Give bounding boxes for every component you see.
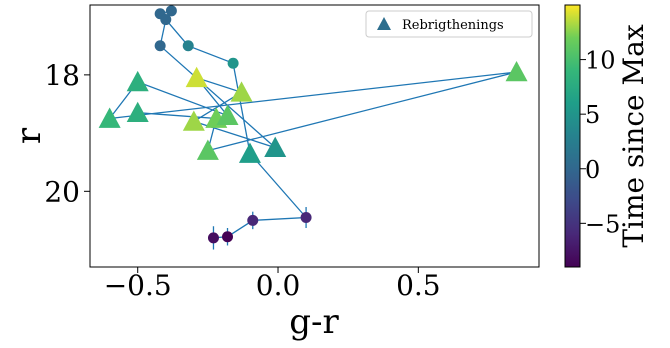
triangle-point-0 [238, 142, 261, 163]
triangle-point-3 [505, 60, 528, 82]
plot-frame [89, 4, 540, 268]
colorbar-tick-label-3: 10 [585, 47, 616, 75]
circle-point-7 [154, 40, 166, 52]
circle-point-6 [160, 14, 172, 26]
circle-point-4 [165, 5, 177, 17]
y-tick-label-0: 18 [44, 59, 80, 92]
colorbar-gradient [564, 4, 581, 268]
circle-point-0 [300, 212, 312, 224]
triangle-point-1 [264, 136, 287, 157]
triangle-point-6 [126, 101, 149, 123]
triangle-point-7 [185, 66, 208, 88]
legend-label: Rebrigthenings [402, 18, 504, 33]
x-tick-label-1: 0.0 [256, 269, 301, 302]
colorbar: −5 0 5 10 Time since Max [564, 4, 650, 268]
triangle-point-4 [98, 107, 121, 128]
circle-point-3 [207, 232, 219, 244]
legend: Rebrigthenings [365, 10, 533, 38]
colorbar-tick-label-1: 0 [585, 156, 600, 184]
plot-area [98, 5, 528, 250]
x-tick-label-0: −0.5 [104, 269, 172, 302]
colorbar-ticks: −5 0 5 10 [580, 47, 620, 238]
x-axis-label: g-r [289, 302, 339, 342]
triangle-point-8 [182, 110, 205, 131]
legend-box [365, 10, 533, 38]
triangle-point-10 [216, 104, 239, 125]
y-tick-label-1: 20 [44, 175, 80, 208]
colorbar-label: Time since Max [617, 24, 650, 248]
colorbar-tick-label-2: 5 [585, 101, 600, 129]
x-axis-ticks: −0.5 0.0 0.5 [104, 267, 441, 302]
circle-point-2 [222, 231, 234, 243]
circle-point-9 [227, 57, 239, 69]
series-path-line [108, 9, 517, 239]
circle-point-8 [182, 40, 194, 52]
triangle-point-11 [196, 139, 219, 160]
circle-point-1 [247, 214, 259, 226]
colorbar-tick-label-0: −5 [585, 210, 620, 238]
y-axis-label: r [9, 127, 49, 144]
x-tick-label-2: 0.5 [396, 269, 441, 302]
legend-triangle-icon [377, 17, 391, 30]
triangle-point-2 [230, 81, 253, 102]
triangle-point-5 [126, 70, 149, 92]
